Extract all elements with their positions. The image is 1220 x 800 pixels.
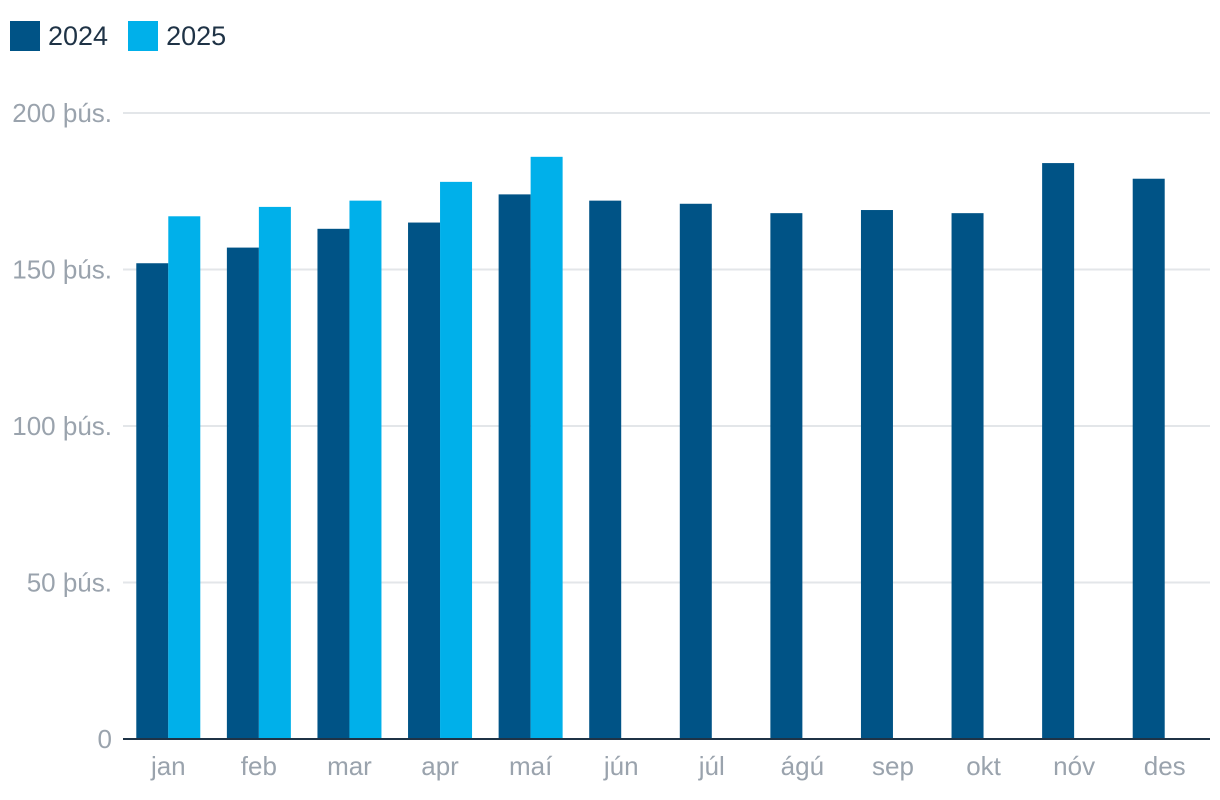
bar-2025-maí	[530, 156, 563, 739]
legend-swatch-2024	[10, 21, 40, 51]
x-tick-label-apr: apr	[421, 751, 459, 781]
x-tick-label-sep: sep	[872, 751, 914, 781]
bar-2024-mar	[317, 228, 350, 739]
bar-2024-feb	[226, 247, 259, 739]
x-tick-label-maí: maí	[509, 751, 553, 781]
bar-2025-jan	[168, 216, 201, 740]
x-axis-category-labels: jan feb mar apr maí jún júl ágú sep okt nóv des	[150, 751, 1186, 781]
y-tick-label: 100 þús.	[12, 411, 112, 441]
bar-2025-mar	[349, 200, 382, 739]
bar-2024-jún	[589, 200, 622, 739]
bar-2024-júl	[679, 203, 712, 739]
bar-2024-jan	[136, 263, 169, 739]
legend-item-2024: 2024	[10, 21, 108, 52]
y-tick-label: 200 þús.	[12, 98, 112, 128]
x-tick-label-nóv: nóv	[1053, 751, 1095, 781]
x-tick-label-okt: okt	[966, 751, 1001, 781]
x-tick-label-des: des	[1144, 751, 1186, 781]
legend-label-2024: 2024	[48, 20, 109, 51]
bar-2024-maí	[498, 194, 531, 739]
bar-2025-feb	[258, 206, 291, 739]
bar-2025-apr	[440, 181, 473, 740]
y-tick-label: 50 þús.	[27, 568, 112, 598]
x-tick-label-mar: mar	[327, 751, 372, 781]
y-axis-tick-labels: 0 50 þús. 100 þús. 150 þús. 200 þús.	[12, 98, 112, 754]
x-tick-label-jan: jan	[150, 751, 186, 781]
bar-2024-apr	[408, 222, 441, 740]
x-tick-label-jún: jún	[603, 751, 639, 781]
x-tick-label-júl: júl	[698, 751, 725, 781]
legend-label-2025: 2025	[166, 20, 227, 51]
bar-2024-okt	[951, 213, 984, 739]
legend: 2024 2025	[10, 20, 226, 52]
gridlines	[123, 112, 1210, 584]
y-tick-label: 150 þús.	[12, 255, 112, 285]
legend-item-2025: 2025	[128, 21, 226, 52]
bars	[136, 156, 1165, 740]
bar-2024-ágú	[770, 213, 803, 739]
bar-2024-des	[1132, 178, 1165, 740]
legend-swatch-2025	[128, 21, 159, 51]
y-tick-label: 0	[98, 724, 112, 754]
bar-2024-sep	[860, 210, 893, 739]
bar-2024-nóv	[1042, 163, 1075, 739]
x-tick-label-ágú: ágú	[781, 751, 824, 781]
x-tick-label-feb: feb	[241, 751, 277, 781]
